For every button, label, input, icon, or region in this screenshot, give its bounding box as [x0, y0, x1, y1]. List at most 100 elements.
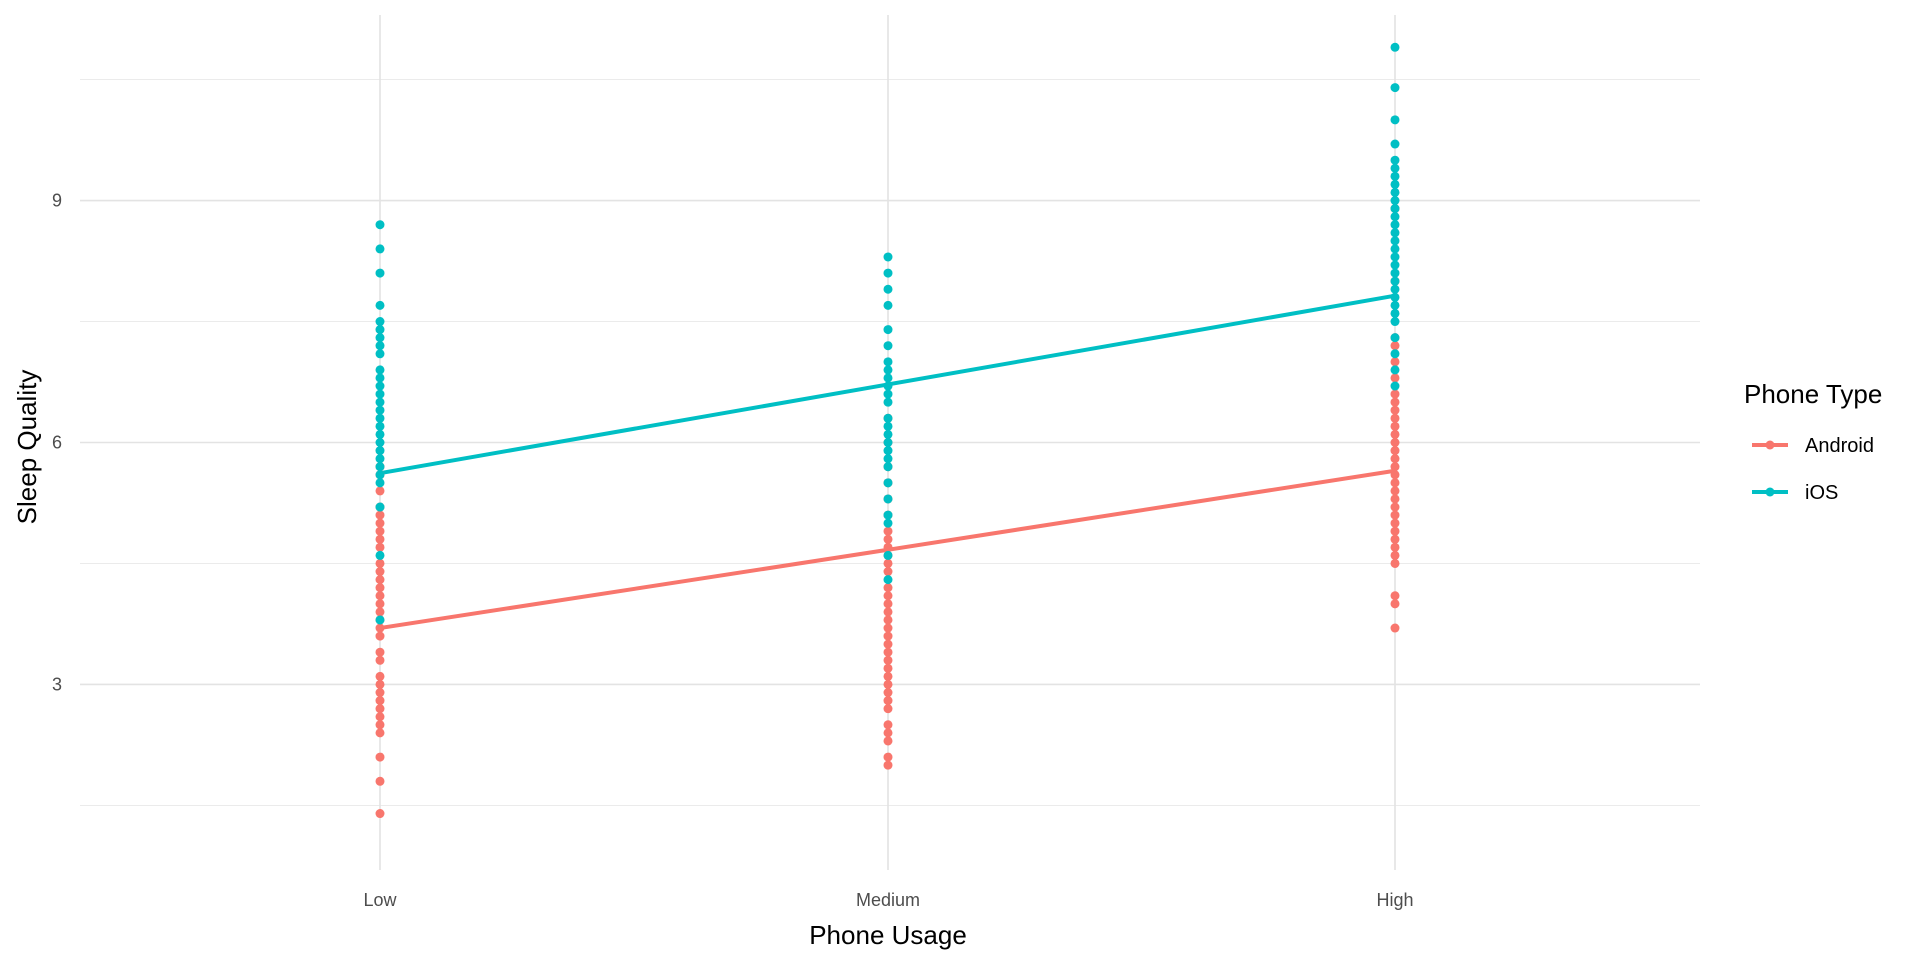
- data-point-android: [883, 599, 893, 609]
- data-point-android: [883, 704, 893, 714]
- data-point-android: [883, 728, 893, 738]
- data-point-ios: [883, 518, 893, 528]
- data-point-ios: [375, 438, 385, 447]
- data-point-android: [375, 558, 385, 568]
- x-tick-label: Low: [363, 890, 397, 910]
- data-point-android: [883, 607, 893, 617]
- data-point-android: [1390, 486, 1400, 496]
- data-point-ios: [1390, 163, 1400, 173]
- data-point-android: [375, 696, 385, 706]
- y-axis-ticks: 3 6 9: [52, 191, 62, 695]
- data-point-ios: [1390, 83, 1400, 93]
- legend-label: Android: [1805, 435, 1874, 457]
- data-point-ios: [1390, 276, 1400, 286]
- data-points: [375, 42, 1400, 819]
- data-point-ios: [375, 389, 385, 399]
- legend-key-point: [1765, 440, 1775, 450]
- data-point-ios: [1390, 155, 1400, 165]
- data-point-android: [883, 647, 893, 657]
- data-point-android: [375, 567, 385, 577]
- data-point-android: [883, 558, 893, 568]
- data-point-android: [375, 688, 385, 698]
- data-point-android: [883, 663, 893, 673]
- data-point-android: [1390, 470, 1400, 480]
- data-point-ios: [1390, 260, 1400, 270]
- data-point-ios: [1390, 179, 1400, 189]
- data-point-ios: [375, 446, 385, 456]
- data-point-ios: [1390, 204, 1400, 214]
- data-point-ios: [375, 349, 385, 359]
- data-point-android: [375, 542, 385, 552]
- data-point-android: [1390, 413, 1400, 423]
- y-tick-label: 9: [52, 191, 62, 211]
- x-axis-title: Phone Usage: [809, 920, 967, 950]
- data-point-android: [1390, 534, 1400, 544]
- data-point-ios: [375, 454, 385, 464]
- data-point-android: [883, 542, 893, 552]
- data-point-android: [883, 591, 893, 601]
- data-point-ios: [375, 244, 385, 254]
- data-point-ios: [883, 550, 893, 560]
- x-tick-label: Medium: [856, 890, 920, 910]
- data-point-ios: [375, 429, 385, 439]
- data-point-android: [883, 679, 893, 689]
- data-point-android: [1390, 429, 1400, 439]
- data-point-ios: [375, 397, 385, 407]
- data-point-android: [1390, 421, 1400, 431]
- data-point-ios: [883, 397, 893, 407]
- data-point-android: [1390, 550, 1400, 560]
- data-point-android: [883, 623, 893, 633]
- data-point-android: [883, 639, 893, 649]
- data-point-ios: [375, 550, 385, 560]
- data-point-ios: [883, 268, 893, 278]
- data-point-android: [1390, 357, 1400, 367]
- data-point-ios: [1390, 333, 1400, 343]
- data-point-ios: [883, 454, 893, 464]
- data-point-android: [883, 655, 893, 665]
- data-point-ios: [883, 381, 893, 391]
- data-point-android: [883, 671, 893, 681]
- data-point-android: [1390, 454, 1400, 464]
- data-point-ios: [1390, 381, 1400, 391]
- data-point-ios: [1390, 317, 1400, 327]
- data-point-ios: [375, 615, 385, 625]
- data-point-ios: [375, 341, 385, 351]
- data-point-ios: [883, 478, 893, 488]
- data-point-android: [883, 583, 893, 593]
- data-point-ios: [1390, 236, 1400, 246]
- data-point-ios: [883, 446, 893, 456]
- y-axis-title: Sleep Quality: [12, 370, 42, 525]
- data-point-ios: [883, 252, 893, 262]
- data-point-ios: [1390, 42, 1400, 52]
- data-point-ios: [883, 462, 893, 472]
- data-point-ios: [375, 381, 385, 391]
- data-point-ios: [883, 365, 893, 375]
- data-point-ios: [883, 300, 893, 310]
- legend-key-point: [1765, 487, 1775, 497]
- data-point-ios: [375, 421, 385, 431]
- data-point-android: [1390, 446, 1400, 456]
- data-point-android: [375, 486, 385, 496]
- data-point-android: [1390, 478, 1400, 488]
- data-point-ios: [1390, 252, 1400, 262]
- data-point-android: [375, 599, 385, 609]
- data-point-android: [375, 655, 385, 665]
- data-point-ios: [1390, 268, 1400, 278]
- y-tick-label: 3: [52, 674, 62, 694]
- data-point-android: [1390, 438, 1400, 447]
- data-point-android: [1390, 623, 1400, 633]
- data-point-ios: [375, 470, 385, 480]
- data-point-ios: [375, 325, 385, 335]
- data-point-ios: [375, 220, 385, 230]
- data-point-android: [375, 591, 385, 601]
- data-point-android: [375, 776, 385, 786]
- data-point-ios: [1390, 300, 1400, 310]
- data-point-android: [375, 720, 385, 730]
- x-tick-label: High: [1376, 890, 1413, 910]
- data-point-android: [1390, 518, 1400, 528]
- legend-label: iOS: [1805, 482, 1838, 504]
- data-point-ios: [1390, 244, 1400, 254]
- data-point-android: [883, 752, 893, 762]
- data-point-android: [1390, 542, 1400, 552]
